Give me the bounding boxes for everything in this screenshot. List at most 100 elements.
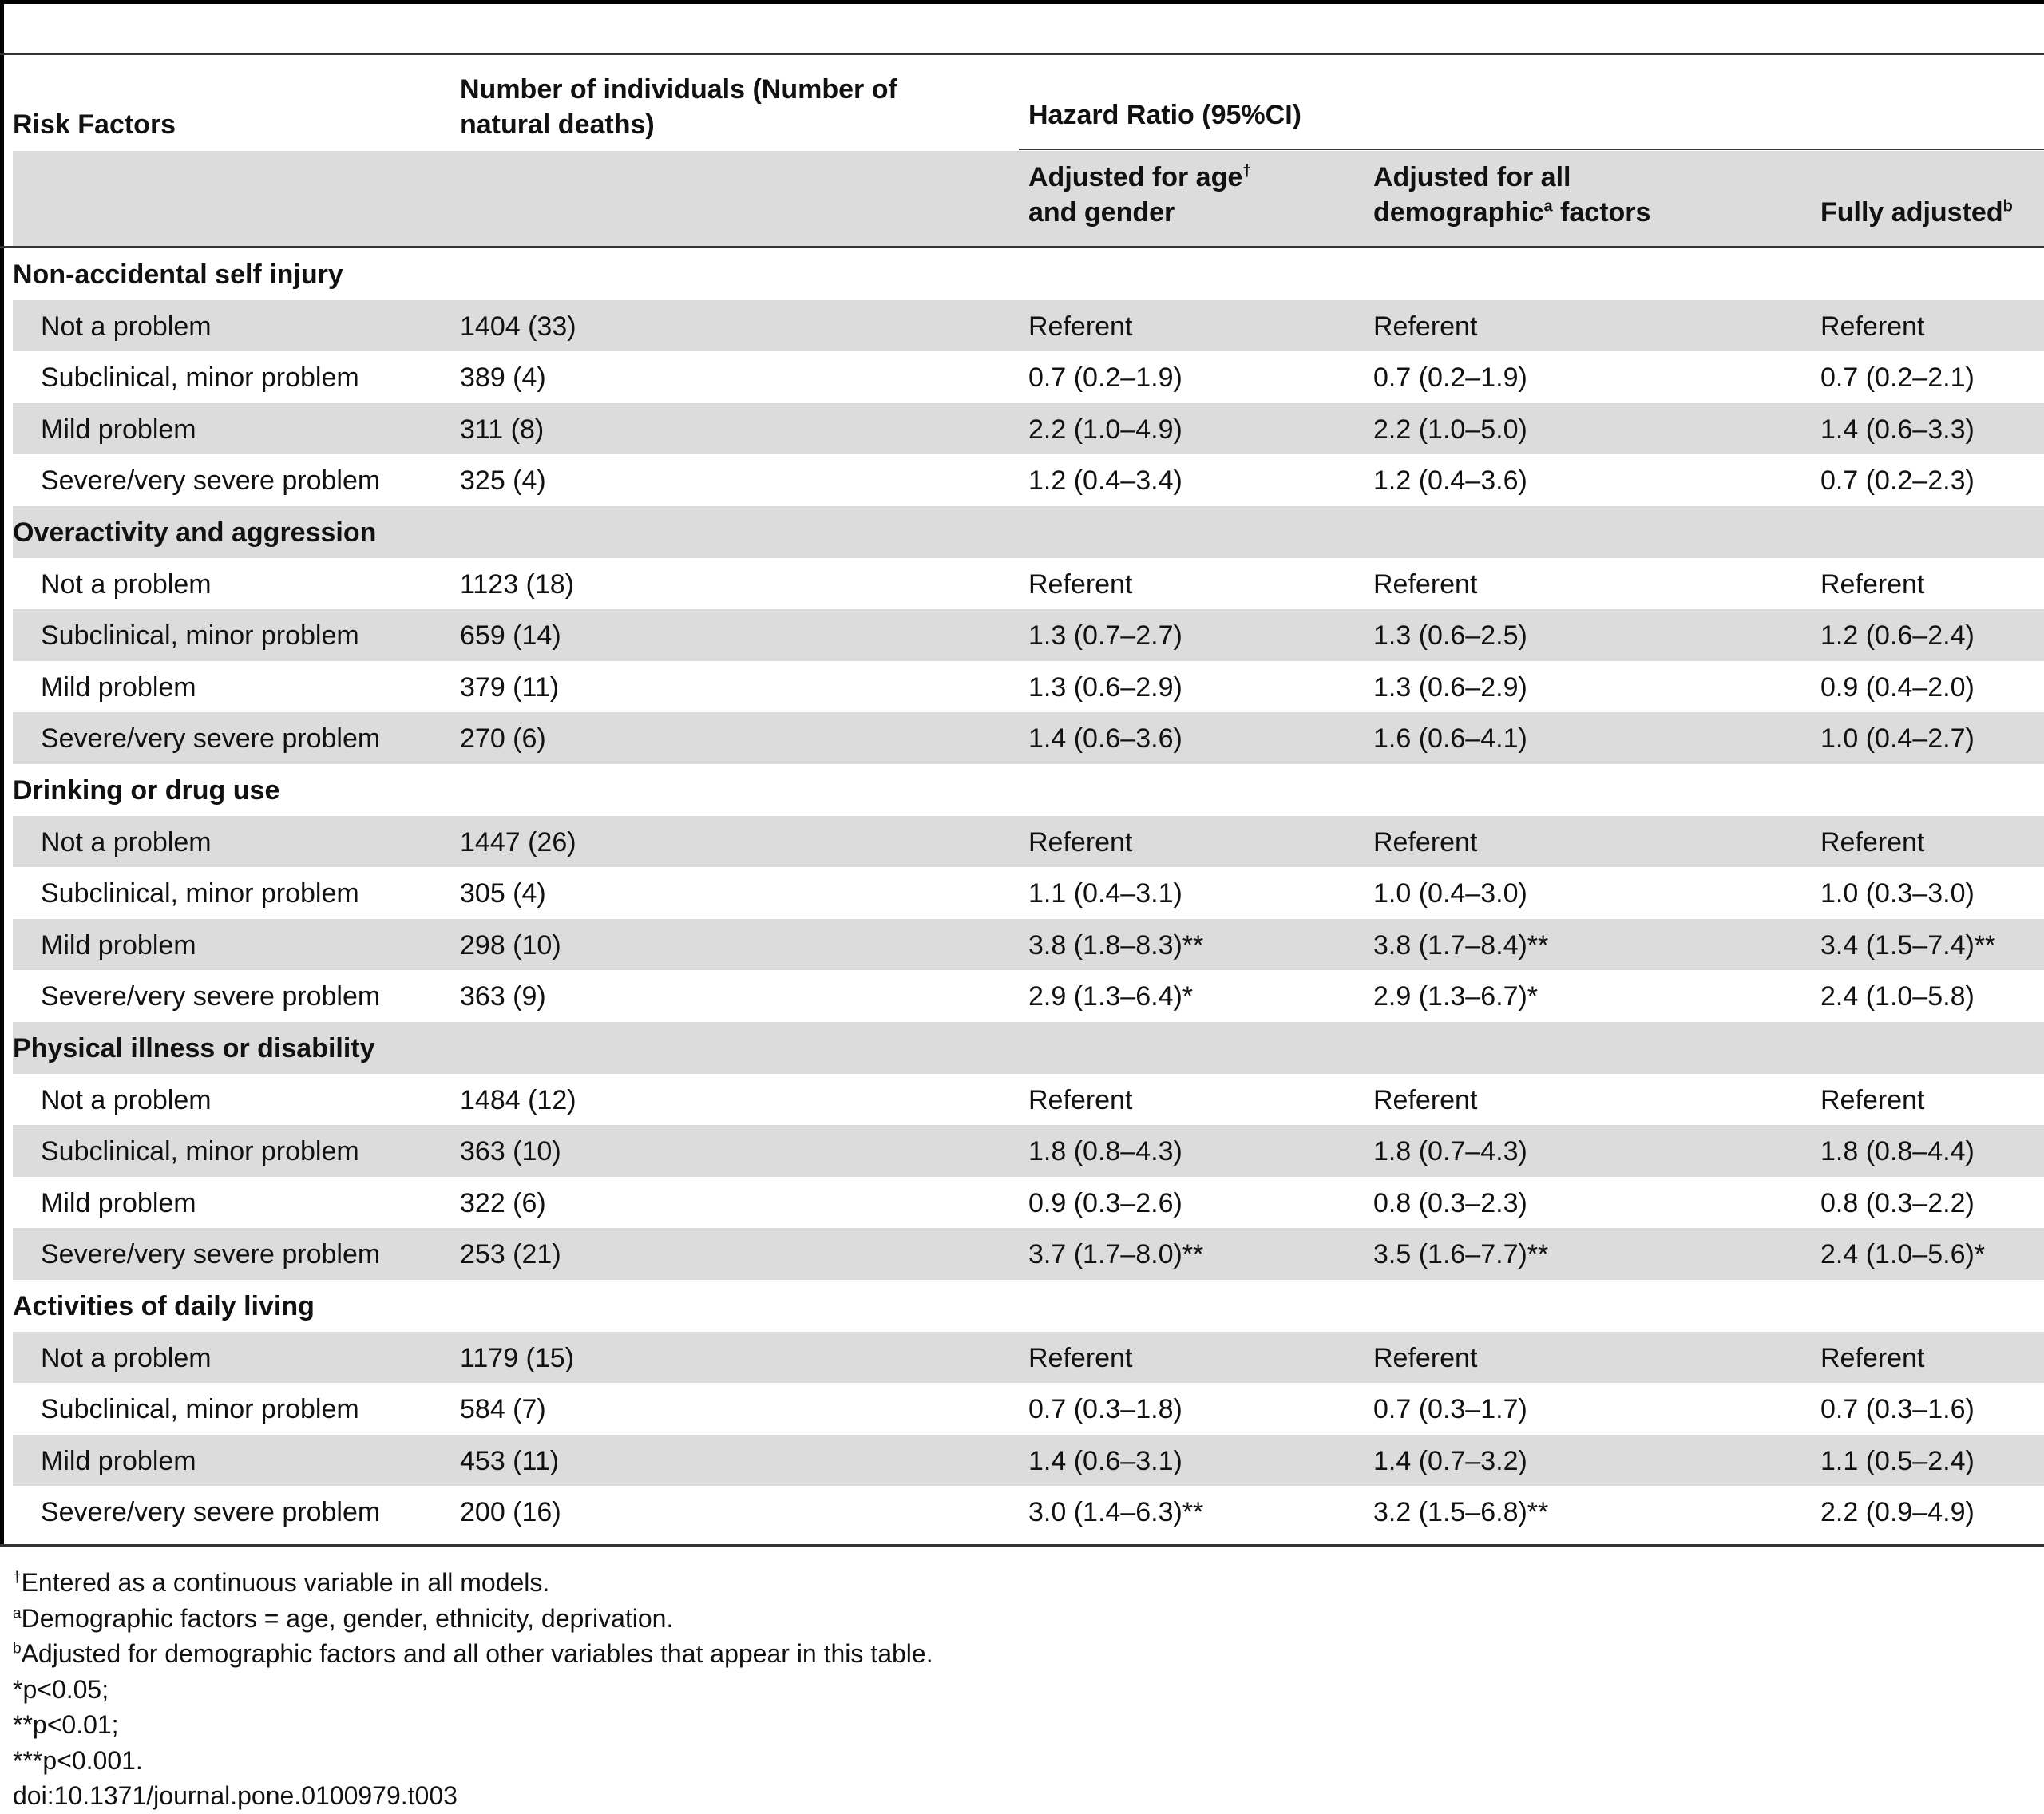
header-fully-adjusted-text: Fully adjusted [1820, 197, 2003, 228]
footnote-mark: b [13, 1640, 22, 1658]
footnote-a-mark: a [1543, 197, 1553, 216]
cell-number: 1179 (15) [460, 1342, 575, 1373]
header-hazard-ratio: Hazard Ratio (95%CI) [1028, 97, 1301, 133]
cell-risk-factor: Mild problem [41, 929, 196, 960]
group-row: Non-accidental self injury [13, 248, 2044, 300]
cell-hr-fully-adjusted: 3.4 (1.5–7.4)** [1820, 929, 1996, 960]
cell-hr-demographic: 1.0 (0.4–3.0) [1373, 878, 1527, 909]
table-row: Subclinical, minor problem 305 (4) 1.1 (0.… [13, 867, 2044, 919]
cell-number: 659 (14) [460, 620, 561, 652]
cell-hr-fully-adjusted: 0.7 (0.3–1.6) [1820, 1394, 1975, 1425]
cell-hr-demographic: 1.6 (0.6–4.1) [1373, 723, 1527, 755]
header-number-line1: Number of individuals (Number of [460, 74, 897, 105]
cell-hr-age-gender: Referent [1028, 1084, 1133, 1115]
footnote-text: *p<0.05; [13, 1674, 109, 1704]
cell-hr-demographic: Referent [1373, 1084, 1478, 1115]
cell-number: 1404 (33) [460, 311, 576, 342]
cell-hr-age-gender: 2.9 (1.3–6.4)* [1028, 981, 1194, 1012]
cell-hr-demographic: 1.3 (0.6–2.5) [1373, 620, 1527, 652]
header-demographic-line1: Adjusted for all [1373, 162, 1571, 192]
cell-number: 363 (9) [460, 981, 546, 1012]
cell-hr-age-gender: Referent [1028, 311, 1133, 342]
cell-risk-factor: Mild problem [41, 414, 196, 445]
cell-hr-age-gender: 1.4 (0.6–3.1) [1028, 1445, 1182, 1476]
cell-hr-demographic: Referent [1373, 568, 1478, 600]
cell-hr-fully-adjusted: 1.4 (0.6–3.3) [1820, 414, 1975, 445]
table-row: Not a problem 1179 (15) Referent Referent Re… [13, 1331, 2044, 1384]
footnote-text: Adjusted for demographic factors and all… [21, 1639, 933, 1668]
cell-risk-factor: Mild problem [41, 1187, 196, 1218]
cell-hr-demographic: 1.8 (0.7–4.3) [1373, 1136, 1527, 1167]
cell-number: 322 (6) [460, 1187, 546, 1218]
cell-hr-demographic: 2.9 (1.3–6.7)* [1373, 981, 1539, 1012]
cell-risk-factor: Not a problem [41, 1084, 212, 1115]
cell-hr-demographic: 0.7 (0.3–1.7) [1373, 1394, 1527, 1425]
cell-hr-fully-adjusted: 1.8 (0.8–4.4) [1820, 1136, 1975, 1167]
cell-hr-fully-adjusted: Referent [1820, 568, 1925, 600]
table-row: Not a problem 1447 (26) Referent Referent Re… [13, 815, 2044, 868]
cell-risk-factor: Not a problem [41, 568, 212, 600]
cell-hr-fully-adjusted: Referent [1820, 1084, 1925, 1115]
cell-hr-age-gender: 1.3 (0.6–2.9) [1028, 671, 1182, 703]
table-row: Mild problem 379 (11) 1.3 (0.6–2.9) 1.3 (0.… [13, 661, 2044, 713]
table-row: Subclinical, minor problem 389 (4) 0.7 (0.… [13, 351, 2044, 403]
cell-hr-fully-adjusted: 2.4 (1.0–5.6)* [1820, 1239, 1986, 1270]
cell-hr-demographic: 3.5 (1.6–7.7)** [1373, 1239, 1549, 1270]
header-demographic-line2a: demographic [1373, 197, 1544, 228]
footnote-mark: † [13, 1569, 22, 1586]
cell-hr-age-gender: 0.9 (0.3–2.6) [1028, 1187, 1182, 1218]
group-row: Physical illness or disability [13, 1022, 2044, 1074]
cell-risk-factor: Mild problem [41, 671, 196, 703]
header-number-of-individuals: Number of individuals (Number of natural… [460, 72, 971, 142]
cell-hr-fully-adjusted: 1.0 (0.4–2.7) [1820, 723, 1975, 755]
cell-number: 270 (6) [460, 723, 546, 755]
table-row: Not a problem 1484 (12) Referent Referent Re… [13, 1074, 2044, 1126]
cell-hr-demographic: 1.2 (0.4–3.6) [1373, 465, 1527, 497]
table-row: Severe/very severe problem 363 (9) 2.9 (1.… [13, 970, 2044, 1022]
cell-hr-fully-adjusted: 0.8 (0.3–2.2) [1820, 1187, 1975, 1218]
table-row: Severe/very severe problem 325 (4) 1.2 (0.… [13, 454, 2044, 506]
cell-hr-age-gender: 0.7 (0.2–1.9) [1028, 362, 1182, 394]
table-row: Not a problem 1404 (33) Referent Referent Re… [13, 299, 2044, 352]
cell-number: 584 (7) [460, 1394, 546, 1425]
cell-hr-age-gender: 3.0 (1.4–6.3)** [1028, 1497, 1204, 1528]
footnote-line: **p<0.01; [13, 1707, 933, 1743]
table-row: Subclinical, minor problem 584 (7) 0.7 (0.… [13, 1383, 2044, 1435]
cell-hr-fully-adjusted: 1.1 (0.5–2.4) [1820, 1445, 1975, 1476]
cell-hr-demographic: Referent [1373, 311, 1478, 342]
footnote-dagger-mark: † [1242, 162, 1252, 180]
cell-hr-age-gender: 1.2 (0.4–3.4) [1028, 465, 1182, 497]
cell-hr-demographic: 0.7 (0.2–1.9) [1373, 362, 1527, 394]
cell-hr-fully-adjusted: 0.9 (0.4–2.0) [1820, 671, 1975, 703]
cell-risk-factor: Subclinical, minor problem [41, 362, 359, 394]
table-row: Not a problem 1123 (18) Referent Referent Re… [13, 558, 2044, 610]
footnote-text: ***p<0.001. [13, 1745, 143, 1775]
cell-risk-factor: Severe/very severe problem [41, 1239, 381, 1270]
cell-hr-fully-adjusted: Referent [1820, 826, 1925, 857]
group-row: Activities of daily living [13, 1280, 2044, 1332]
header-risk-factors: Risk Factors [13, 107, 176, 142]
cell-hr-demographic: 3.2 (1.5–6.8)** [1373, 1497, 1549, 1528]
cell-hr-demographic: 3.8 (1.7–8.4)** [1373, 929, 1549, 960]
header-hazard-ratio-text: Hazard Ratio (95%CI) [1028, 100, 1301, 130]
cell-number: 253 (21) [460, 1239, 561, 1270]
footnote-text: **p<0.01; [13, 1710, 119, 1739]
table-row: Mild problem 453 (11) 1.4 (0.6–3.1) 1.4 (0.… [13, 1434, 2044, 1487]
footnote-text: Demographic factors = age, gender, ethni… [21, 1603, 674, 1633]
cell-risk-factor: Subclinical, minor problem [41, 878, 359, 909]
header-number-line2: natural deaths) [460, 109, 655, 140]
group-row: Overactivity and aggression [13, 506, 2044, 558]
cell-hr-fully-adjusted: 0.7 (0.2–2.3) [1820, 465, 1975, 497]
cell-risk-factor: Severe/very severe problem [41, 981, 381, 1012]
cell-hr-demographic: Referent [1373, 1342, 1478, 1373]
cell-hr-demographic: 2.2 (1.0–5.0) [1373, 414, 1527, 445]
cell-number: 1123 (18) [460, 568, 575, 600]
header-fully-adjusted: Fully adjustedb [1820, 195, 2013, 230]
cell-hr-fully-adjusted: 2.2 (0.9–4.9) [1820, 1497, 1975, 1528]
header-age-gender-line1: Adjusted for age [1028, 162, 1243, 192]
footnote-text: doi:10.1371/journal.pone.0100979.t003 [13, 1781, 458, 1810]
footnote-line: *p<0.05; [13, 1672, 933, 1708]
header-age-gender-line2: and gender [1028, 197, 1175, 228]
table-row: Mild problem 311 (8) 2.2 (1.0–4.9) 2.2 (1.0… [13, 402, 2044, 455]
cell-hr-demographic: 0.8 (0.3–2.3) [1373, 1187, 1527, 1218]
